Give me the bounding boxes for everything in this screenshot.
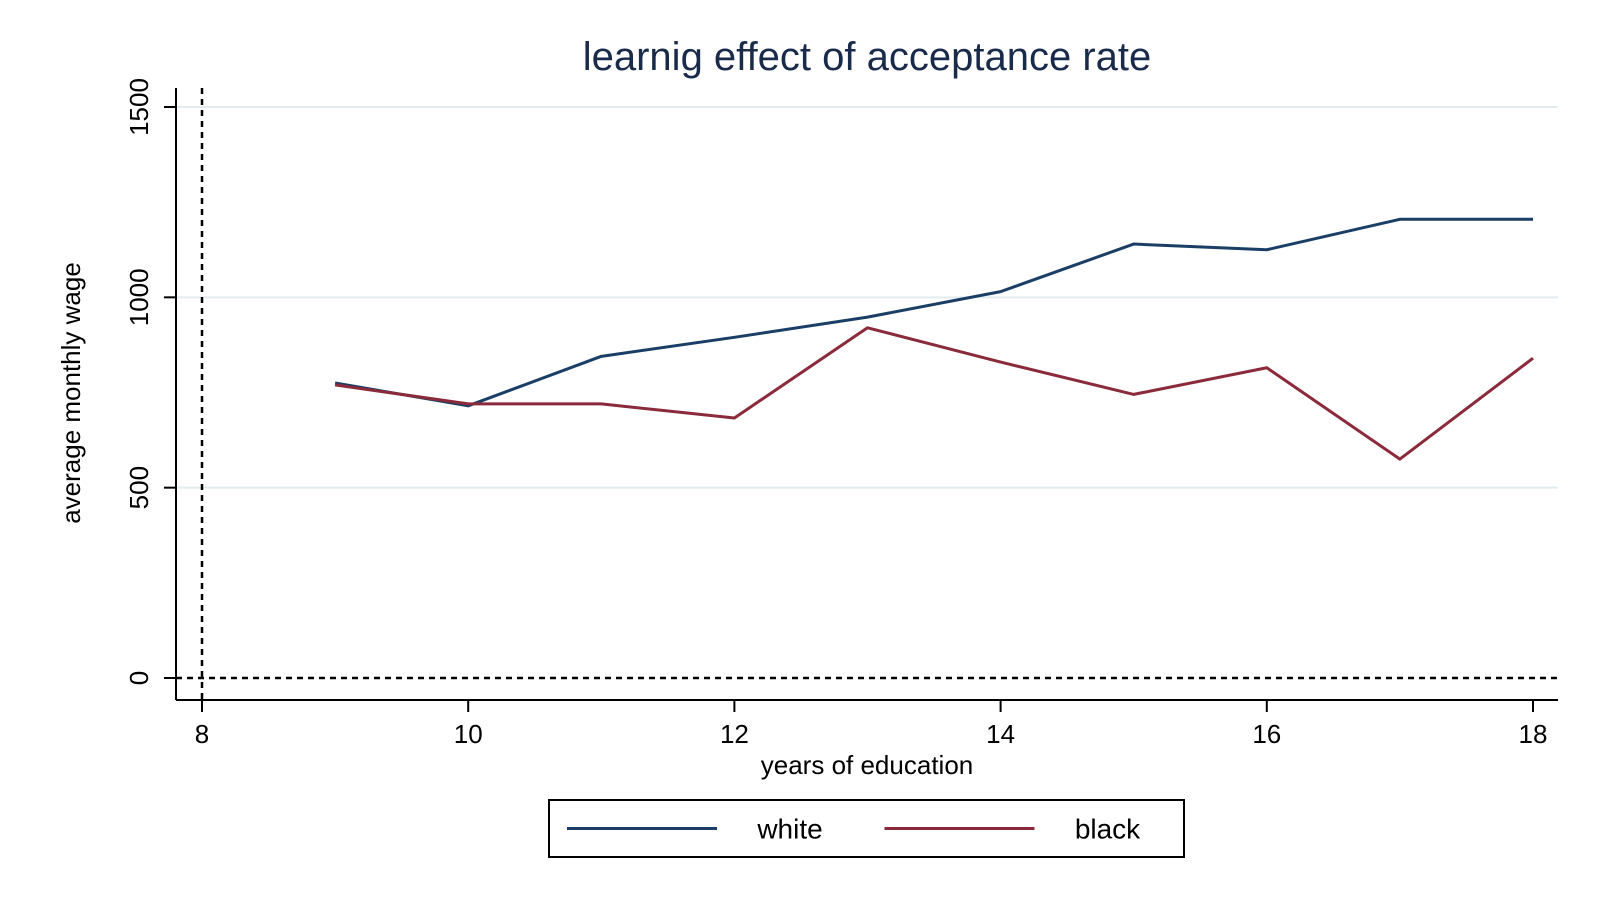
y-tick-label: 1000 (124, 268, 154, 326)
legend-label-black: black (1075, 814, 1141, 845)
x-tick-label: 8 (195, 719, 209, 749)
axes: 0 500 1000 1500 8 10 12 14 16 18 (124, 78, 1558, 749)
series-line-black (334, 326, 1534, 461)
x-tick-label: 18 (1519, 719, 1548, 749)
series-line-white (334, 217, 1533, 408)
x-tick-label: 10 (454, 719, 483, 749)
legend-label-white: white (756, 814, 822, 845)
y-tick-label: 1500 (124, 78, 154, 136)
gridlines (176, 106, 1558, 489)
legend: white black (548, 799, 1185, 858)
x-tick-label: 14 (986, 719, 1015, 749)
y-axis-label: average monthly wage (56, 262, 86, 524)
series-lines (334, 217, 1534, 461)
x-axis-label: years of education (761, 750, 973, 780)
reference-lines (176, 88, 1558, 700)
x-tick-label: 12 (720, 719, 749, 749)
x-tick-label: 16 (1252, 719, 1281, 749)
y-tick-label: 0 (124, 671, 154, 685)
chart-title: learnig effect of acceptance rate (583, 35, 1152, 79)
y-tick-label: 500 (124, 466, 154, 509)
